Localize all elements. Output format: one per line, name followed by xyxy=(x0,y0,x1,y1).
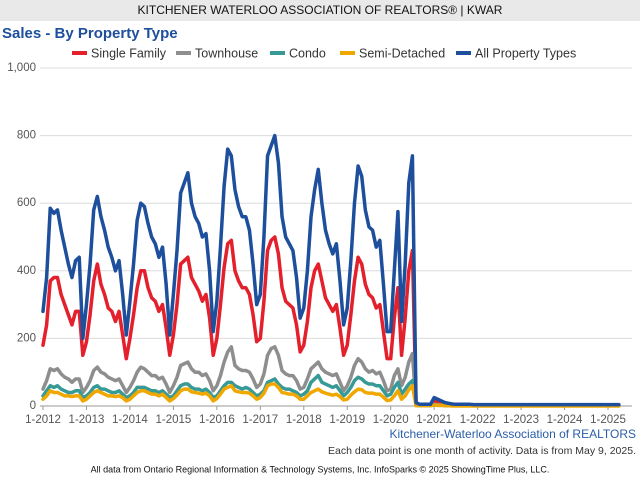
y-tick-label: 400 xyxy=(17,265,36,277)
y-tick-label: 800 xyxy=(17,130,36,142)
x-tick-label: 1-2023 xyxy=(503,414,539,426)
legend-label: Semi-Detached xyxy=(359,46,445,60)
x-tick-label: 1-2021 xyxy=(416,414,452,426)
x-tick-label: 1-2019 xyxy=(329,414,365,426)
footer: All data from Ontario Regional Informati… xyxy=(91,464,550,474)
x-tick-label: 1-2015 xyxy=(155,414,191,426)
y-tick-label: 1,000 xyxy=(7,62,36,74)
y-tick-label: 200 xyxy=(17,332,36,344)
x-tick-label: 1-2014 xyxy=(112,414,148,426)
x-tick-label: 1-2018 xyxy=(286,414,322,426)
legend-label: Condo xyxy=(289,46,326,60)
x-tick-label: 1-2025 xyxy=(590,414,626,426)
legend-label: Townhouse xyxy=(195,46,258,60)
x-tick-label: 1-2013 xyxy=(69,414,105,426)
y-tick-label: 0 xyxy=(30,400,36,412)
x-tick-label: 1-2012 xyxy=(25,414,61,426)
x-tick-label: 1-2022 xyxy=(460,414,496,426)
y-tick-label: 600 xyxy=(17,197,36,209)
header: KITCHENER WATERLOO ASSOCIATION OF REALTO… xyxy=(138,3,503,17)
x-tick-label: 1-2024 xyxy=(547,414,583,426)
legend-label: Single Family xyxy=(91,46,167,60)
series-line xyxy=(41,133,621,407)
x-tick-label: 1-2020 xyxy=(373,414,409,426)
x-tick-label: 1-2016 xyxy=(199,414,235,426)
header-bar xyxy=(0,0,640,21)
note: Each data point is one month of activity… xyxy=(328,445,636,457)
source-label: Kitchener-Waterloo Association of REALTO… xyxy=(389,427,636,441)
legend-label: All Property Types xyxy=(475,46,576,60)
chart-title: Sales - By Property Type xyxy=(2,25,178,42)
x-tick-label: 1-2017 xyxy=(242,414,278,426)
